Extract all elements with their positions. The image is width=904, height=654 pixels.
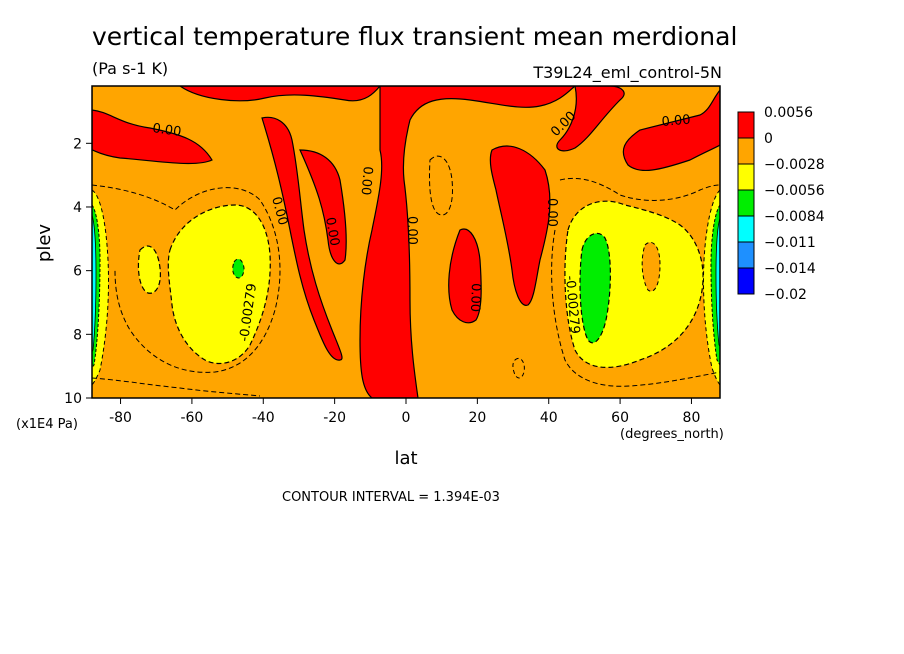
positive-region [448,228,482,324]
contour-label: 0.00 [661,113,691,130]
y-tick-label: 6 [73,264,82,280]
positive-region [359,86,576,398]
contour-line [551,229,720,387]
negative-region [579,232,611,344]
contour-label: -0.00279 [562,275,582,335]
colorbar-swatch [737,111,755,139]
positive-region [489,145,551,306]
colorbar-swatch [737,215,755,243]
negative-region [92,214,97,353]
colorbar-swatch [737,267,755,295]
x-tick-label: -20 [323,410,346,426]
x-tick-label: 40 [540,410,558,426]
y-axis-label: plev [34,224,55,263]
positive-region [178,86,381,102]
contour-line [512,357,525,379]
negative-region [715,217,720,347]
run-label: T39L24_eml_control-5N [532,63,722,83]
colorbar-label: 0.0056 [764,105,813,121]
colorbar-swatch [737,163,755,191]
y-tick-label: 10 [64,391,82,407]
contour-interval: CONTOUR INTERVAL = 1.394E-03 [282,490,500,505]
positive-region [299,149,347,265]
colorbar-swatch [737,189,755,217]
colorbar-label: 0 [764,131,773,147]
contour-label: 0.00 [404,216,419,245]
chart-subtitle: (Pa s-1 K) [92,59,168,78]
colorbar: 0.0056 0 −0.0028 −0.0056 −0.0084 −0.011 −0.014… [737,105,825,303]
contour-line [559,177,720,201]
contour-label: 0.00 [268,195,290,227]
x-tick-label: 0 [402,410,411,426]
colorbar-label: −0.011 [764,235,816,251]
negative-region [167,204,271,365]
contour-label: 0.00 [544,198,559,227]
positive-region [92,86,213,165]
contour-label: 0.00 [357,166,374,196]
contour-label: 0.00 [151,121,182,140]
negative-region [232,258,245,279]
colorbar-label: −0.014 [764,261,816,277]
colorbar-label: −0.0028 [764,157,825,173]
colorbar-label: −0.02 [764,287,807,303]
x-tick-label: 20 [468,410,486,426]
x-tick-label: -60 [180,410,203,426]
positive-region [261,116,343,361]
x-tick-label: -40 [252,410,275,426]
y-axis: 2 4 6 8 10 [64,136,92,407]
colorbar-swatch [737,241,755,269]
chart-title: vertical temperature flux transient mean… [92,22,737,51]
negative-region [137,245,161,294]
colorbar-label: −0.0084 [764,209,825,225]
colorbar-swatch [737,137,755,165]
x-tick-label: 60 [611,410,629,426]
contour-line [92,184,281,373]
x-tick-label: 80 [683,410,701,426]
contour-label: 0.00 [467,283,483,312]
x-axis-units: (degrees_north) [620,427,724,442]
negative-region [641,241,661,292]
contour-field [92,86,720,398]
y-axis-units: (x1E4 Pa) [16,417,78,432]
y-tick-label: 2 [73,136,82,152]
positive-region [575,86,720,171]
contour-label: 0.00 [322,216,342,247]
y-tick-label: 4 [73,200,82,216]
x-axis: -80 -60 -40 -20 0 20 40 60 80 [109,398,700,426]
x-axis-label: lat [394,448,417,469]
x-tick-label: -80 [109,410,132,426]
y-tick-label: 8 [73,327,82,343]
colorbar-label: −0.0056 [764,183,825,199]
positive-region [556,86,625,152]
contour-line [92,377,261,397]
contour-line [429,155,453,216]
